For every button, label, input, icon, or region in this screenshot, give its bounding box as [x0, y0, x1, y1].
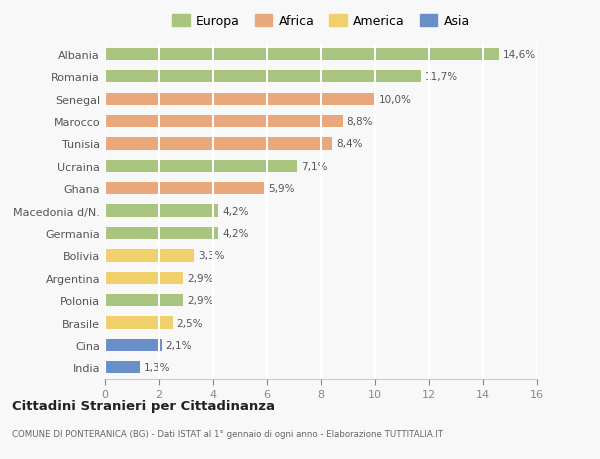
Text: COMUNE DI PONTERANICA (BG) - Dati ISTAT al 1° gennaio di ogni anno - Elaborazion: COMUNE DI PONTERANICA (BG) - Dati ISTAT …	[12, 429, 443, 438]
Bar	[105, 49, 499, 61]
Bar	[105, 116, 343, 128]
Text: 4,2%: 4,2%	[223, 229, 249, 239]
Text: 8,4%: 8,4%	[336, 139, 362, 149]
Bar	[105, 160, 296, 173]
Text: 7,1%: 7,1%	[301, 162, 327, 172]
Text: Cittadini Stranieri per Cittadinanza: Cittadini Stranieri per Cittadinanza	[12, 399, 275, 412]
Text: 1,3%: 1,3%	[144, 363, 170, 373]
Text: 10,0%: 10,0%	[379, 95, 412, 105]
Bar	[105, 93, 375, 106]
Text: 8,8%: 8,8%	[347, 117, 373, 127]
Text: 11,7%: 11,7%	[425, 72, 458, 82]
Legend: Europa, Africa, America, Asia: Europa, Africa, America, Asia	[170, 13, 472, 31]
Bar	[105, 205, 218, 217]
Bar	[105, 272, 184, 284]
Text: 2,1%: 2,1%	[166, 340, 192, 350]
Bar	[105, 183, 265, 195]
Bar	[105, 339, 162, 351]
Bar	[105, 227, 218, 240]
Bar	[105, 250, 194, 262]
Bar	[105, 138, 332, 150]
Bar	[105, 317, 173, 329]
Text: 2,5%: 2,5%	[176, 318, 203, 328]
Bar	[105, 71, 421, 83]
Text: 2,9%: 2,9%	[187, 273, 214, 283]
Text: 5,9%: 5,9%	[268, 184, 295, 194]
Text: 4,2%: 4,2%	[223, 206, 249, 216]
Text: 3,3%: 3,3%	[198, 251, 224, 261]
Bar	[105, 361, 140, 374]
Text: 2,9%: 2,9%	[187, 296, 214, 306]
Text: 14,6%: 14,6%	[503, 50, 536, 60]
Bar	[105, 294, 184, 307]
